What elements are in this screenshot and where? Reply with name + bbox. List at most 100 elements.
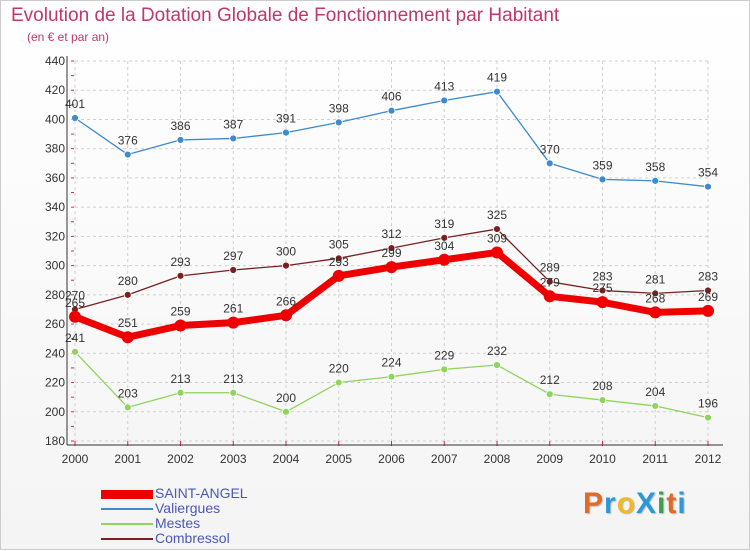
x-tick-label: 2005 xyxy=(325,452,352,466)
data-point-saint-angel xyxy=(702,304,714,317)
legend-swatch xyxy=(101,523,153,525)
data-label-saint-angel: 268 xyxy=(645,291,665,305)
data-label-mestes: 229 xyxy=(434,348,454,362)
y-tick-label: 420 xyxy=(45,83,65,97)
data-point-combressol xyxy=(334,254,343,263)
data-label-mestes: 220 xyxy=(329,362,349,376)
chart-title: Evolution de la Dotation Globale de Fonc… xyxy=(11,5,560,26)
data-point-saint-angel xyxy=(385,261,398,274)
data-label-mestes: 208 xyxy=(592,379,612,393)
data-point-saint-angel xyxy=(69,310,81,323)
x-tick-label: 2004 xyxy=(273,452,300,466)
data-label-saint-angel: 266 xyxy=(276,294,296,308)
data-label-valiergues: 370 xyxy=(540,142,560,156)
data-label-saint-angel: 259 xyxy=(170,305,190,319)
data-point-saint-angel xyxy=(491,246,503,259)
data-point-mestes xyxy=(651,402,660,410)
y-tick-label: 240 xyxy=(45,346,65,360)
data-point-combressol xyxy=(176,271,185,280)
chart-subtitle: (en € et par an) xyxy=(27,30,110,44)
data-label-combressol: 293 xyxy=(170,255,190,269)
data-label-mestes: 196 xyxy=(698,397,718,411)
data-label-valiergues: 354 xyxy=(698,166,718,180)
data-label-saint-angel: 279 xyxy=(540,275,560,289)
y-tick-label: 400 xyxy=(45,112,65,126)
logo-letter: t xyxy=(666,487,678,520)
data-point-mestes xyxy=(71,347,79,356)
x-tick-label: 2003 xyxy=(220,452,247,466)
data-point-valiergues xyxy=(176,136,185,144)
data-label-valiergues: 398 xyxy=(329,101,349,115)
data-point-mestes xyxy=(123,403,132,412)
data-label-saint-angel: 304 xyxy=(434,239,454,253)
data-point-valiergues xyxy=(440,96,449,105)
data-label-mestes: 200 xyxy=(276,391,296,405)
data-point-mestes xyxy=(387,372,396,381)
logo-letter: P xyxy=(583,487,605,520)
data-point-mestes xyxy=(704,413,712,422)
data-point-combressol xyxy=(598,286,607,295)
data-point-saint-angel xyxy=(280,309,292,322)
data-label-saint-angel: 261 xyxy=(223,302,243,316)
data-point-valiergues xyxy=(229,134,238,143)
data-label-saint-angel: 275 xyxy=(592,281,612,295)
x-tick-label: 2010 xyxy=(589,452,616,466)
data-point-saint-angel xyxy=(174,319,187,332)
data-point-mestes xyxy=(229,388,238,397)
y-tick-label: 300 xyxy=(45,259,65,273)
logo-letter: i xyxy=(677,487,687,520)
data-point-valiergues xyxy=(282,128,290,137)
data-label-combressol: 281 xyxy=(645,272,665,286)
legend-label: Valiergues xyxy=(155,500,221,516)
data-label-mestes: 241 xyxy=(65,331,85,345)
x-tick-label: 2006 xyxy=(378,452,405,466)
data-label-saint-angel: 293 xyxy=(329,255,349,269)
data-label-valiergues: 386 xyxy=(170,119,190,133)
x-tick-label: 2001 xyxy=(114,452,141,466)
legend-swatch xyxy=(101,489,153,499)
y-tick-label: 360 xyxy=(45,171,65,185)
proxiti-logo: ProXiti xyxy=(583,487,687,521)
data-label-combressol: 325 xyxy=(487,208,507,222)
data-label-saint-angel: 251 xyxy=(118,316,138,330)
data-label-valiergues: 359 xyxy=(592,158,612,172)
data-label-valiergues: 376 xyxy=(118,134,138,148)
y-tick-label: 320 xyxy=(45,229,65,243)
data-label-mestes: 213 xyxy=(170,372,190,386)
data-point-valiergues xyxy=(598,175,607,184)
data-point-saint-angel xyxy=(596,296,609,309)
data-point-valiergues xyxy=(493,87,501,96)
data-label-combressol: 280 xyxy=(118,274,138,288)
data-label-combressol: 283 xyxy=(592,269,612,283)
x-tick-label: 2008 xyxy=(484,452,511,466)
data-point-saint-angel xyxy=(121,331,134,344)
data-label-combressol: 312 xyxy=(381,227,401,241)
data-label-combressol: 289 xyxy=(540,261,560,275)
data-point-combressol xyxy=(704,286,712,295)
data-point-valiergues xyxy=(387,106,396,115)
data-point-mestes xyxy=(176,388,185,397)
data-label-valiergues: 413 xyxy=(434,79,454,93)
data-label-combressol: 300 xyxy=(276,245,296,259)
data-label-mestes: 213 xyxy=(223,372,243,386)
data-label-valiergues: 419 xyxy=(487,71,507,85)
y-tick-label: 340 xyxy=(45,200,65,214)
data-label-combressol: 283 xyxy=(698,269,718,283)
data-point-valiergues xyxy=(704,182,712,191)
data-label-combressol: 270 xyxy=(65,288,85,302)
legend-label: Mestes xyxy=(155,515,201,531)
data-label-combressol: 319 xyxy=(434,217,454,231)
data-label-valiergues: 358 xyxy=(645,160,665,174)
x-tick-label: 2009 xyxy=(536,452,563,466)
y-tick-label: 180 xyxy=(45,434,65,448)
y-tick-label: 260 xyxy=(45,317,65,331)
data-point-mestes xyxy=(545,390,554,399)
data-point-valiergues xyxy=(545,159,554,168)
data-label-valiergues: 406 xyxy=(381,90,401,104)
y-tick-label: 440 xyxy=(45,54,65,68)
data-label-mestes: 212 xyxy=(540,373,560,387)
data-label-combressol: 297 xyxy=(223,249,243,263)
y-tick-label: 200 xyxy=(45,405,65,419)
